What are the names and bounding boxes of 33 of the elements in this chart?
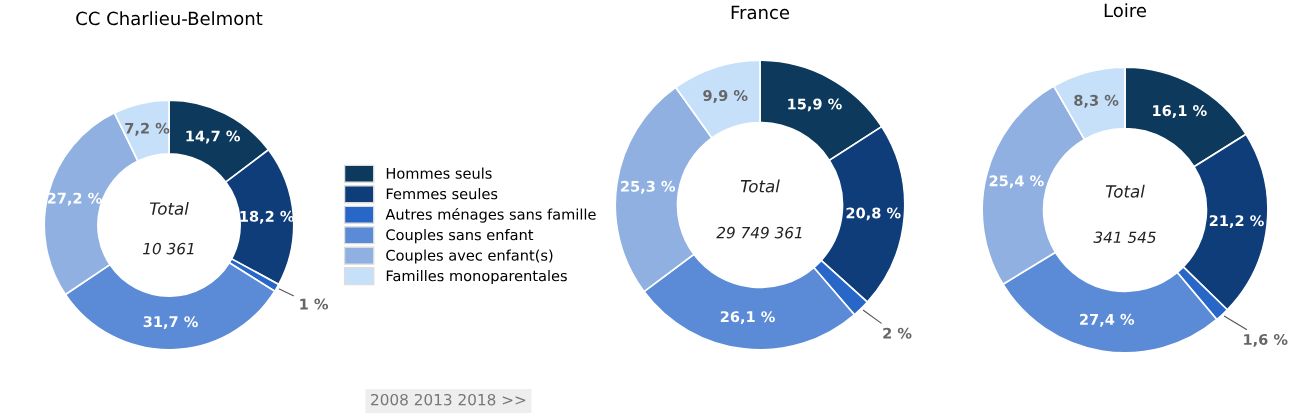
text: Total xyxy=(740,179,780,193)
text: 341 545 xyxy=(1093,231,1156,243)
data-label: 27,2 % xyxy=(47,192,102,206)
chart-title: CC Charlieu-Belmont xyxy=(76,11,263,26)
data-label: 15,9 % xyxy=(788,98,842,112)
data-label: 26,1 % xyxy=(720,311,775,325)
text: 10 361 xyxy=(143,242,194,255)
chart-title: France xyxy=(731,5,790,20)
data-label: 14,7 % xyxy=(186,130,241,144)
text: Total xyxy=(1105,184,1145,198)
legend-label: Familles monoparentales xyxy=(386,269,567,285)
chart-title: Loire xyxy=(1104,3,1146,18)
data-label: 21,2 % xyxy=(1209,215,1264,229)
data-label: 25,4 % xyxy=(989,175,1044,189)
legend-label: Hommes seuls xyxy=(386,167,492,179)
data-label: 31,7 % xyxy=(143,316,198,330)
data-label: 27,4 % xyxy=(1080,313,1135,327)
data-label: 9,9 % xyxy=(703,90,748,103)
data-label: 25,3 % xyxy=(621,180,676,194)
legend-label: Couples sans enfant xyxy=(386,229,534,244)
data-label: 1,6 % xyxy=(1244,333,1288,347)
legend-label: Couples avec enfant(s) xyxy=(386,249,553,264)
legend-label: Femmes seules xyxy=(386,188,498,200)
text: Total xyxy=(149,201,189,215)
data-label: 16,1 % xyxy=(1153,105,1207,118)
data-label: 2 % xyxy=(883,327,912,339)
text: 2008 2013 2018 >> xyxy=(371,393,526,406)
data-label: 7,2 % xyxy=(125,122,170,136)
text: 29 749 361 xyxy=(716,226,802,239)
data-label: 8,3 % xyxy=(1074,94,1119,108)
data-label: 1 % xyxy=(300,298,329,310)
legend-label: Autres ménages sans famille xyxy=(385,207,596,223)
data-label: 20,8 % xyxy=(846,207,901,221)
